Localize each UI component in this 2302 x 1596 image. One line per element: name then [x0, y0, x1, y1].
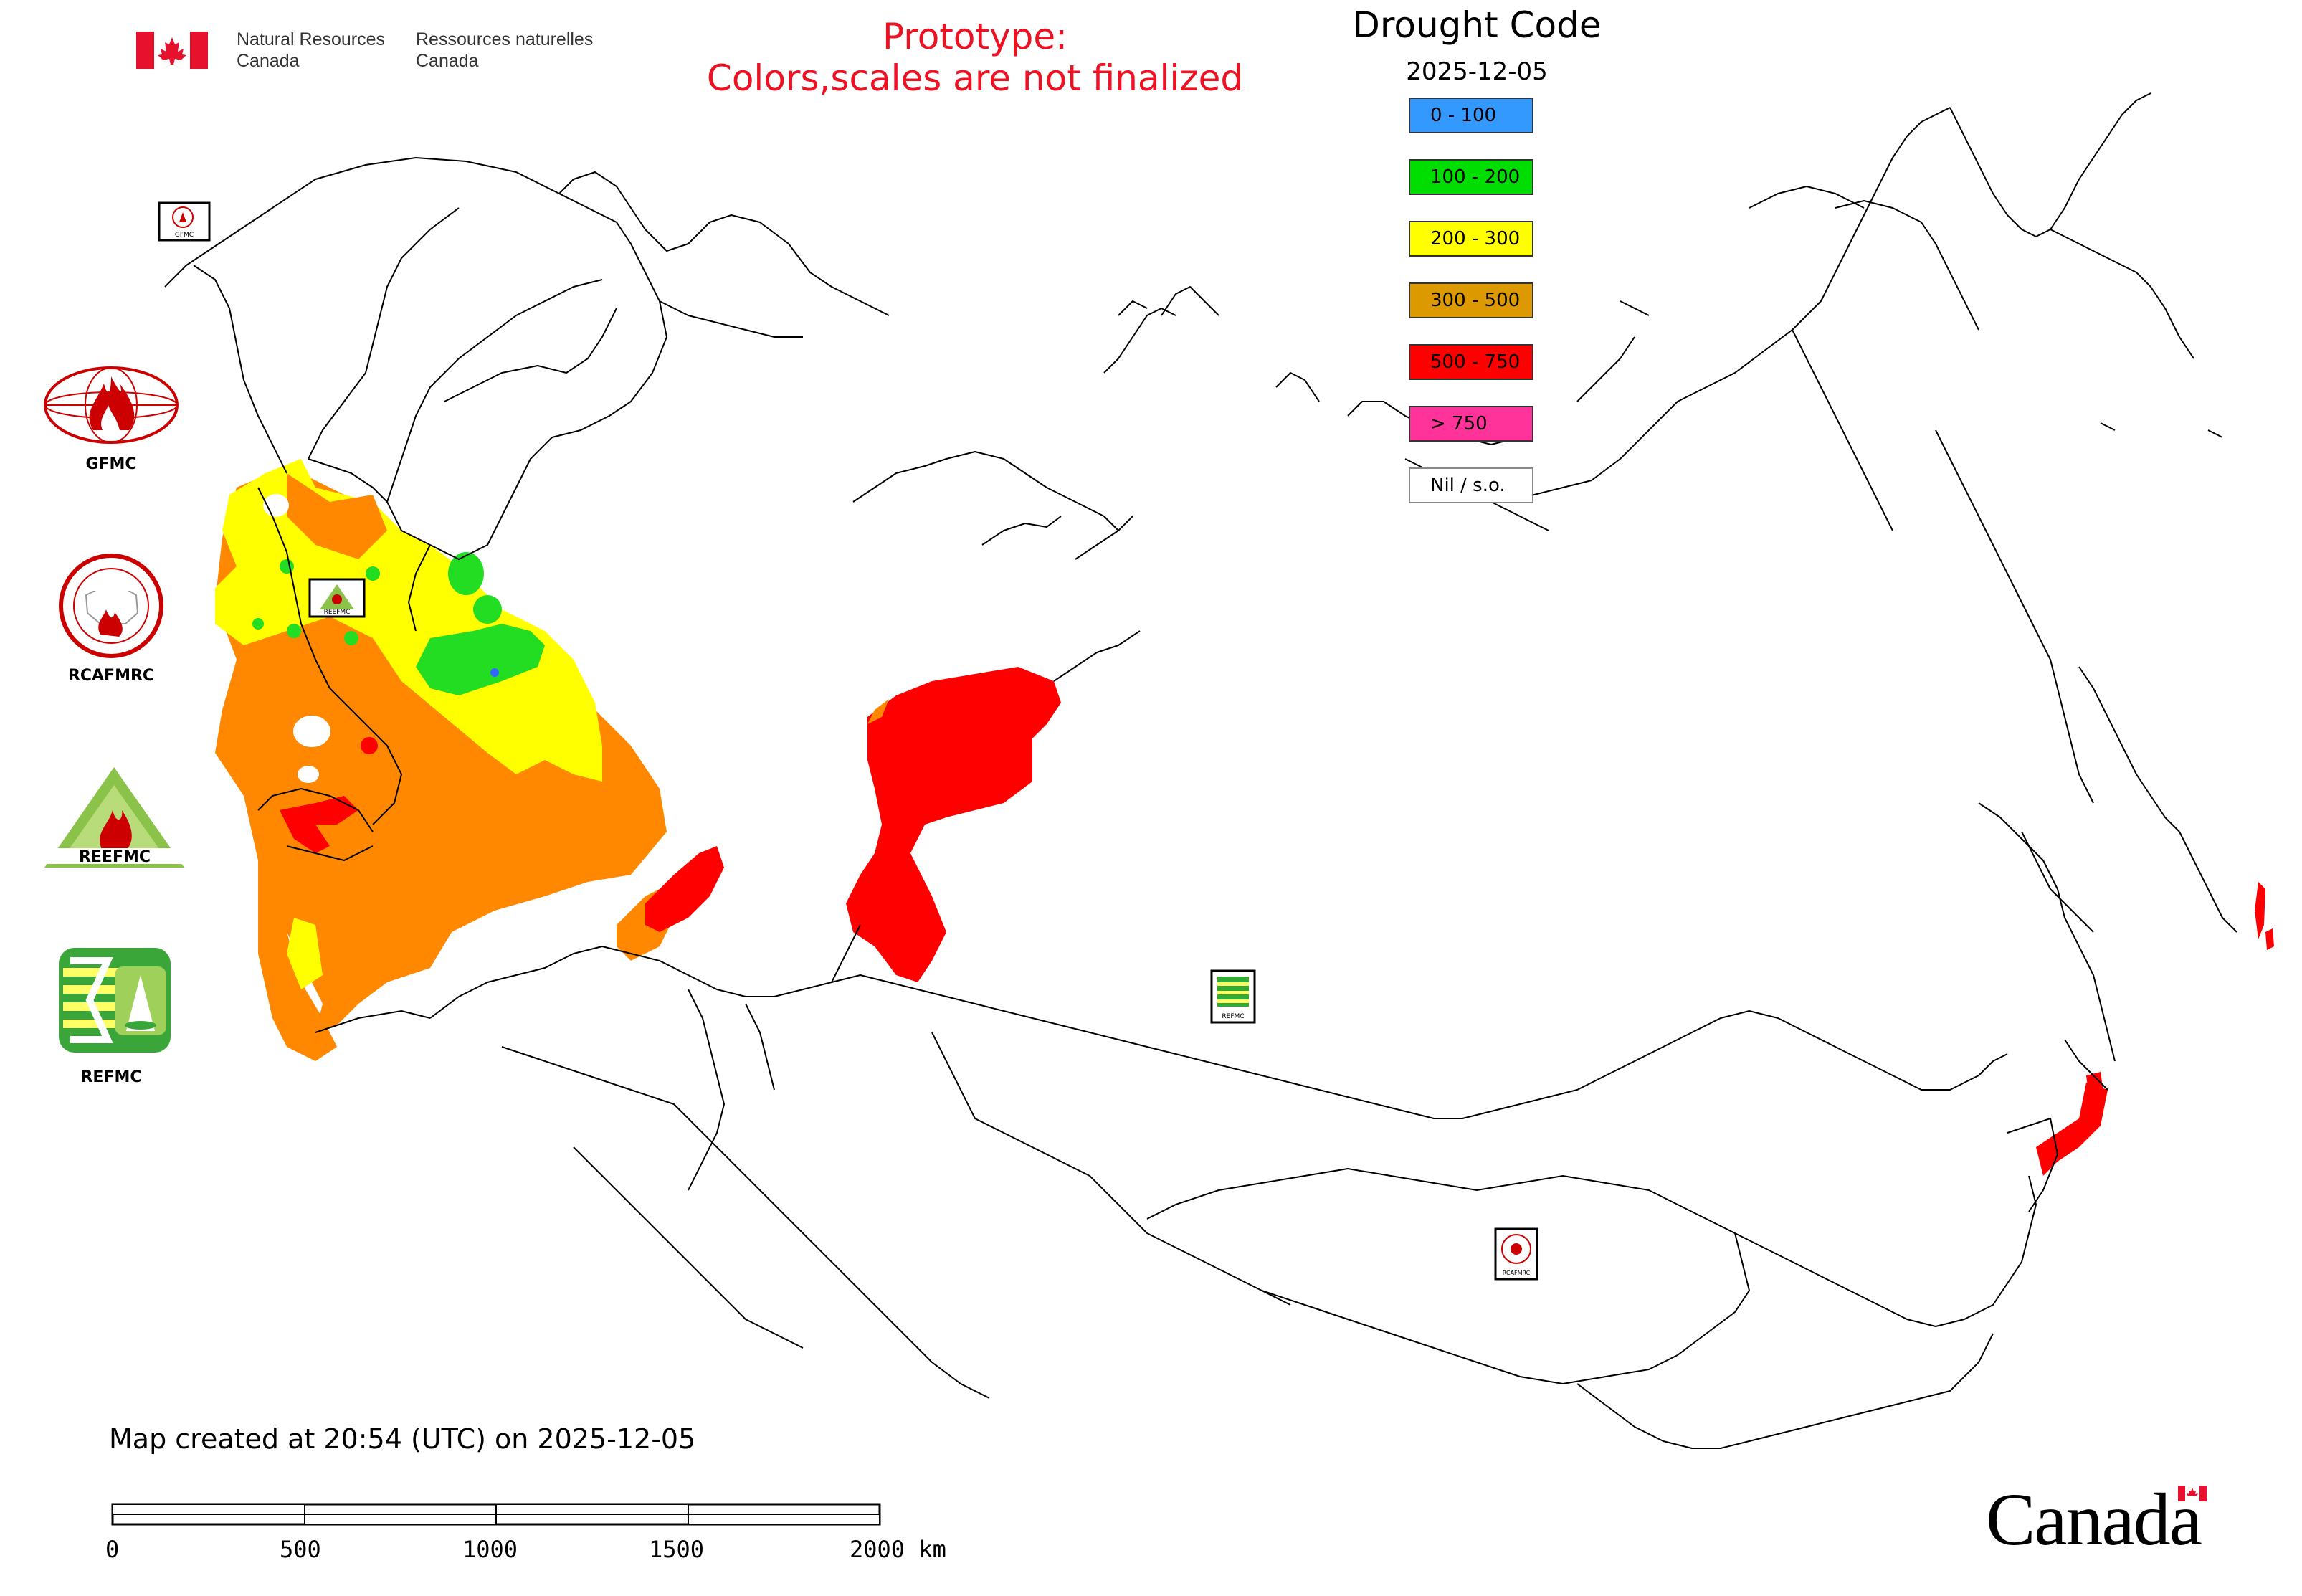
prototype-line2: Colors,scales are not finalized: [706, 57, 1244, 99]
map-created-timestamp: Map created at 20:54 (UTC) on 2025-12-05: [109, 1423, 696, 1455]
fill-green-spot-4: [280, 559, 294, 574]
fill-green-spot-1: [448, 552, 484, 595]
scale-label: 0: [105, 1536, 120, 1563]
dept-name-fr-line2: Canada: [416, 51, 479, 71]
legend-item: 0 - 100: [1409, 98, 1533, 133]
legend-title: Drought Code: [1352, 4, 1602, 46]
reefmc-logo-text: REEFMC: [79, 848, 151, 866]
fill-red-spot: [361, 737, 378, 754]
fill-central-red: [846, 667, 1061, 982]
map-refmc-marker: REFMC: [1210, 969, 1256, 1024]
fill-korea-red-2: [2086, 1072, 2104, 1104]
legend-item: 500 - 750: [1409, 344, 1533, 380]
legend-item: 300 - 500: [1409, 282, 1533, 318]
fill-blue-spot: [490, 668, 499, 677]
fill-europe-yellow-sw: [287, 918, 323, 989]
rcafmrc-logo: [57, 552, 165, 660]
legend-item: 100 - 200: [1409, 159, 1533, 195]
dept-name-en: Natural Resources Canada: [237, 29, 385, 72]
fill-caspian-red: [645, 846, 724, 932]
gfmc-label: GFMC: [85, 455, 137, 473]
legend-item: Nil / s.o.: [1409, 467, 1533, 503]
map-reefmc-label: REEFMC: [324, 609, 351, 616]
map-reefmc-marker: REEFMC: [308, 578, 366, 618]
fill-kamchatka-red: [2255, 882, 2265, 939]
scale-label: 1500: [649, 1536, 705, 1563]
canada-wordmark: Canada: [1986, 1477, 2230, 1570]
refmc-logo: [57, 946, 172, 1054]
fill-green-spot-7: [252, 618, 264, 630]
fill-europe-green: [416, 624, 545, 695]
fill-green-spot-3: [366, 566, 380, 581]
legend-date: 2025-12-05: [1406, 57, 1548, 86]
reefmc-logo: REEFMC: [37, 764, 191, 871]
scale-bar: [111, 1503, 881, 1526]
fill-white-hole-2: [293, 716, 330, 747]
map-logo-markers: GFMC REEFMC REFMC RCAFMRC: [158, 201, 1538, 1281]
map-gfmc-label: GFMC: [175, 232, 194, 239]
canada-flag-icon: [136, 32, 208, 69]
scale-label: 500: [280, 1536, 321, 1563]
fill-green-spot-2: [473, 595, 502, 624]
fill-korea-red: [2036, 1083, 2108, 1176]
legend-item: 200 - 300: [1409, 221, 1533, 257]
prototype-notice: Prototype: Colors,scales are not finaliz…: [667, 16, 1283, 99]
scale-label: 2000 km: [850, 1536, 946, 1563]
map-rcafmrc-marker: RCAFMRC: [1494, 1227, 1538, 1281]
legend-item: > 750: [1409, 406, 1533, 442]
canada-wordmark-flag-icon: [2178, 1486, 2207, 1501]
dept-name-en-line2: Canada: [237, 51, 300, 71]
fill-europe-orange-north: [287, 473, 387, 559]
canada-wordmark-text: Canada: [1986, 1478, 2202, 1561]
fill-green-spot-6: [344, 631, 358, 645]
dept-name-fr-line1: Ressources naturelles: [416, 29, 594, 49]
fill-europe-red: [280, 796, 358, 853]
map-rcafmrc-label: RCAFMRC: [1503, 1270, 1531, 1276]
prototype-line1: Prototype:: [882, 16, 1068, 57]
fill-kamchatka-red-2: [2265, 928, 2274, 950]
drought-fill-layer: [215, 459, 2274, 1176]
map-refmc-label: REFMC: [1222, 1013, 1244, 1020]
refmc-label: REFMC: [80, 1068, 142, 1086]
map-gfmc-marker: GFMC: [158, 201, 211, 242]
dept-name-en-line1: Natural Resources: [237, 29, 386, 49]
fill-white-hole-3: [298, 766, 319, 783]
fill-green-spot-5: [287, 624, 301, 638]
fill-central-red-edge: [867, 699, 889, 724]
scale-label: 1000: [462, 1536, 518, 1563]
gfmc-logo: [39, 362, 183, 455]
rcafmrc-label: RCAFMRC: [67, 667, 155, 685]
dept-name-fr: Ressources naturelles Canada: [416, 29, 593, 72]
